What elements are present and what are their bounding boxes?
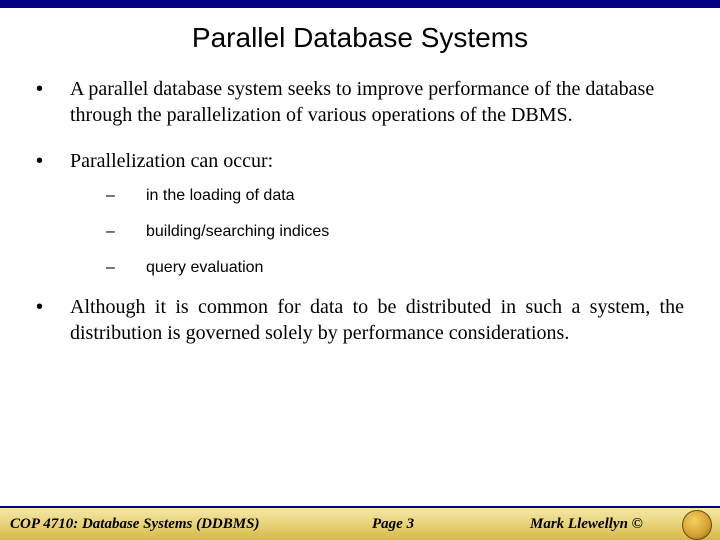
bullet-text: Although it is common for data to be dis… bbox=[70, 294, 684, 346]
sub-bullet-text: query evaluation bbox=[146, 258, 263, 278]
sub-bullet-text: in the loading of data bbox=[146, 186, 295, 206]
sub-bullet-marker: – bbox=[106, 222, 146, 242]
footer-page: Page 3 bbox=[372, 516, 414, 533]
sub-bullet-item: – in the loading of data bbox=[106, 186, 684, 206]
bullet-marker: • bbox=[36, 294, 70, 320]
bullet-text: Parallelization can occur: bbox=[70, 148, 273, 174]
footer-course: COP 4710: Database Systems (DDBMS) bbox=[10, 516, 259, 533]
slide-footer: COP 4710: Database Systems (DDBMS) Page … bbox=[0, 506, 720, 540]
sub-bullet-item: – query evaluation bbox=[106, 258, 684, 278]
slide-title: Parallel Database Systems bbox=[0, 22, 720, 54]
sub-bullet-list: – in the loading of data – building/sear… bbox=[106, 186, 684, 278]
bullet-item: • Although it is common for data to be d… bbox=[36, 294, 684, 346]
footer-author: Mark Llewellyn © bbox=[530, 516, 643, 533]
bullet-marker: • bbox=[36, 148, 70, 174]
bullet-text: A parallel database system seeks to impr… bbox=[70, 76, 684, 128]
top-accent-bar bbox=[0, 0, 720, 8]
sub-bullet-marker: – bbox=[106, 186, 146, 206]
sub-bullet-text: building/searching indices bbox=[146, 222, 329, 242]
bullet-item: • A parallel database system seeks to im… bbox=[36, 76, 684, 128]
bullet-item: • Parallelization can occur: bbox=[36, 148, 684, 174]
slide-content: • A parallel database system seeks to im… bbox=[0, 76, 720, 346]
university-logo-icon bbox=[682, 510, 712, 540]
sub-bullet-item: – building/searching indices bbox=[106, 222, 684, 242]
sub-bullet-marker: – bbox=[106, 258, 146, 278]
bullet-marker: • bbox=[36, 76, 70, 102]
